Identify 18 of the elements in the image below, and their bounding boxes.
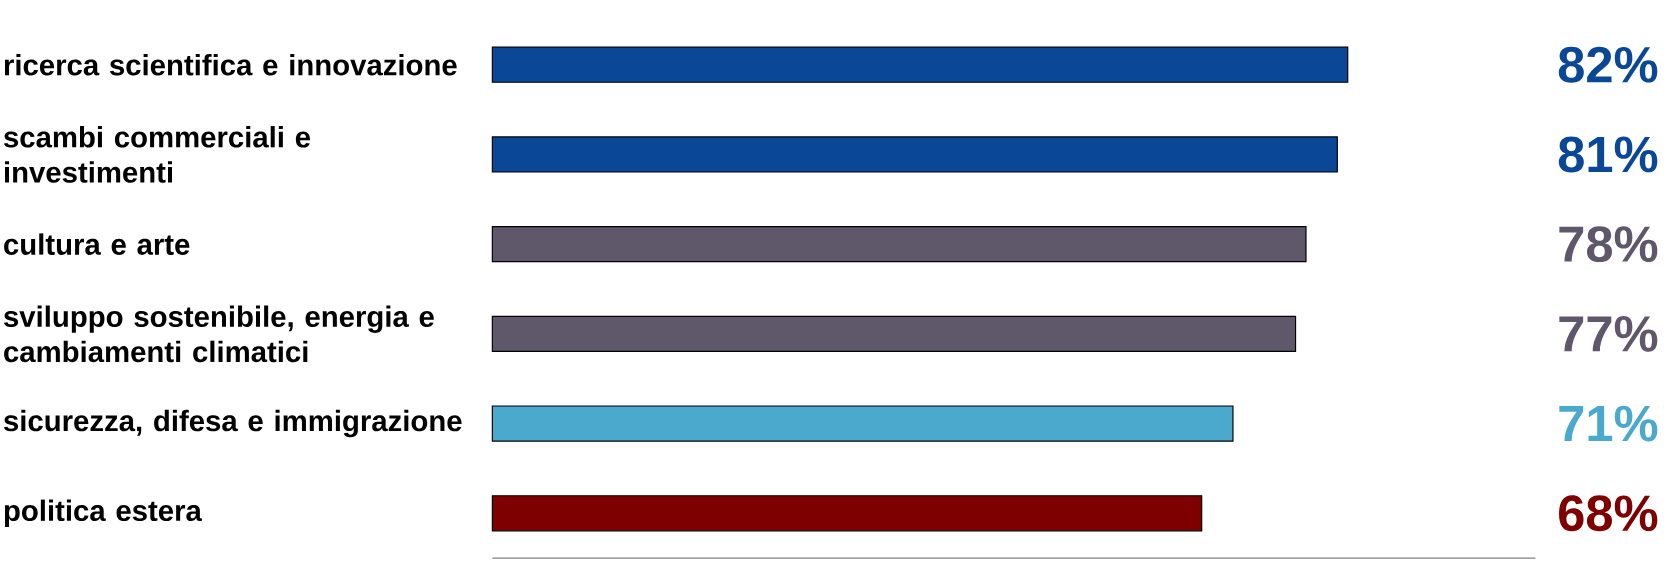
data-label: 82% xyxy=(1558,46,1658,83)
bar xyxy=(491,46,1349,83)
bar xyxy=(491,136,1338,173)
data-label: 78% xyxy=(1559,226,1658,263)
y-tick-label: ricerca scientifica e innovazione xyxy=(4,53,457,76)
y-tick-label: scambi commerciali e investimenti xyxy=(3,126,311,183)
y-tick-label: sviluppo sostenibile, energia e cambiamenti climatici xyxy=(3,305,434,363)
bar xyxy=(491,405,1234,442)
data-label: 71% xyxy=(1559,405,1658,442)
bar xyxy=(491,495,1203,532)
data-label: 81% xyxy=(1558,136,1658,173)
bar xyxy=(491,315,1297,352)
y-tick-label: cultura e arte xyxy=(4,233,190,255)
bar xyxy=(491,226,1307,263)
y-tick-label: politica estera xyxy=(4,499,203,527)
data-label: 77% xyxy=(1559,316,1658,352)
data-label: 68% xyxy=(1559,495,1658,532)
y-tick-label: sicurezza, difesa e immigrazione xyxy=(3,409,462,438)
